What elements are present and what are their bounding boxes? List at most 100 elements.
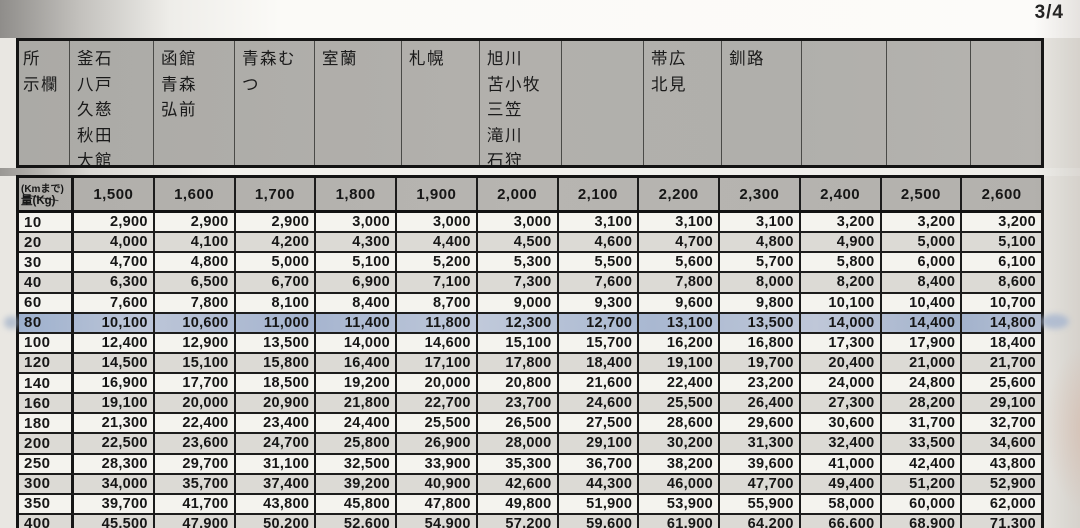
rate-cell: 14,800: [960, 313, 1041, 332]
destination-cell: 札幌: [401, 41, 479, 165]
rate-cell: 4,700: [71, 253, 153, 272]
rate-cell: 24,400: [314, 414, 395, 433]
destination-cell: 室蘭: [314, 41, 401, 165]
rate-cell: 25,800: [314, 434, 395, 453]
rate-row: 180 21,300 22,400 23,400 24,400 25,500 26,500 2…: [19, 414, 1041, 435]
rate-cell: 12,900: [152, 333, 234, 352]
rate-cell: 24,600: [556, 394, 638, 413]
rate-row: 350 39,700 41,700 43,800 45,800 47,800 49,800 5…: [19, 494, 1041, 515]
rate-cell: 22,400: [152, 414, 234, 433]
distance-label: 2,000: [475, 178, 557, 210]
weight-label: 10: [24, 213, 42, 231]
rate-cell: 9,800: [718, 293, 799, 312]
rate-cell: 8,700: [395, 293, 476, 312]
rate-cell: 23,600: [152, 434, 234, 453]
rate-row: 120 14,500 15,100 15,800 16,400 17,100 17,800 1…: [19, 353, 1041, 374]
rate-row: 20 4,000 4,100 4,200 4,300 4,400 4,500 4,600 4,7…: [19, 233, 1041, 254]
rate-cell: 4,600: [556, 233, 638, 252]
rate-cell: 4,300: [314, 233, 395, 252]
rate-cell: 25,600: [960, 374, 1041, 393]
rate-cell: 4,500: [475, 233, 557, 252]
distance-label: 2,600: [960, 178, 1041, 210]
rate-cell: 2,900: [152, 213, 234, 232]
rate-cell: 31,300: [718, 434, 799, 453]
weight-label: 80: [24, 314, 42, 332]
rate-cell: 68,900: [879, 514, 961, 528]
rate-cell: 4,800: [152, 253, 234, 272]
rate-cell: 15,800: [233, 353, 315, 372]
distance-label: 1,800: [314, 178, 395, 210]
rate-cell: 49,400: [798, 474, 880, 493]
rate-cell: 50,200: [233, 514, 315, 528]
rate-cell: 16,800: [718, 333, 799, 352]
header-corner-label: 所 示欄: [23, 50, 59, 94]
rate-cell: 23,200: [718, 374, 799, 393]
rate-cell: 17,700: [152, 374, 234, 393]
rate-cell: 14,400: [879, 313, 961, 332]
page-number: 3/4: [1034, 2, 1064, 23]
rate-cell: 42,600: [475, 474, 557, 493]
rate-cell: 39,200: [314, 474, 395, 493]
rate-row: 160 19,100 20,000 20,900 21,800 22,700 23,700 2…: [19, 394, 1041, 415]
destination-cell: 帯広 北見: [643, 41, 721, 165]
rate-row: 30 4,700 4,800 5,000 5,100 5,200 5,300 5,500 5,6…: [19, 253, 1041, 274]
rate-cell: 32,400: [798, 434, 880, 453]
rate-cell: 8,200: [798, 273, 880, 292]
rate-row: 100 12,400 12,900 13,500 14,000 14,600 15,100 1…: [19, 333, 1041, 354]
rate-cell: 61,900: [637, 514, 718, 528]
weight-label: 140: [24, 374, 51, 392]
weight-label: 40: [24, 273, 42, 291]
rate-cell: 5,200: [395, 253, 476, 272]
destination-cell: 釜石 八戸 久慈 秋田 大館: [69, 41, 153, 165]
rate-cell: 20,000: [395, 374, 476, 393]
rate-cell: 5,100: [960, 233, 1041, 252]
rate-cell: 18,500: [233, 374, 315, 393]
distance-label: 2,400: [798, 178, 880, 210]
rate-cell: 7,600: [71, 293, 153, 312]
rate-cell: 5,500: [556, 253, 638, 272]
destination-cell: [561, 41, 643, 165]
destination-cell: [801, 41, 886, 165]
rate-cell: 15,700: [556, 333, 638, 352]
km-kg-corner-cell: (Kmまで) 量(Kg): [19, 178, 71, 210]
distance-header-row: (Kmまで) 量(Kg) 1,500 1,600 1,700 1,800 1,900 2,00…: [19, 178, 1041, 213]
rate-cell: 29,600: [718, 414, 799, 433]
rate-cell: 6,000: [879, 253, 961, 272]
rate-cell: 64,200: [718, 514, 799, 528]
rate-cell: 10,700: [960, 293, 1041, 312]
weight-label: 160: [24, 394, 51, 412]
destination-cell: [886, 41, 970, 165]
rate-cell: 6,100: [960, 253, 1041, 272]
rate-cell: 20,800: [475, 374, 557, 393]
rate-cell: 47,700: [718, 474, 799, 493]
rate-cell: 45,800: [314, 494, 395, 513]
rate-cell: 32,700: [960, 414, 1041, 433]
rate-cell: 14,000: [798, 313, 880, 332]
rate-cell: 19,200: [314, 374, 395, 393]
rate-cell: 35,300: [475, 454, 557, 473]
rate-cell: 10,600: [152, 313, 234, 332]
rate-row: 200 22,500 23,600 24,700 25,800 26,900 28,000 2…: [19, 434, 1041, 455]
rate-cell: 23,700: [475, 394, 557, 413]
rate-cell: 18,400: [556, 353, 638, 372]
rate-cell: 49,800: [475, 494, 557, 513]
rate-cell: 3,200: [879, 213, 961, 232]
rate-cell: 33,500: [879, 434, 961, 453]
weight-label: 100: [24, 334, 51, 352]
rate-cell: 51,200: [879, 474, 961, 493]
destination-cell: 函館 青森 弘前: [153, 41, 234, 165]
rate-cell: 13,500: [233, 333, 315, 352]
rate-cell: 53,900: [637, 494, 718, 513]
rate-cell: 3,200: [798, 213, 880, 232]
rate-cell: 17,100: [395, 353, 476, 372]
rate-cell: 9,300: [556, 293, 638, 312]
weight-label: 20: [24, 233, 42, 251]
rate-cell: 11,800: [395, 313, 476, 332]
rate-cell: 41,700: [152, 494, 234, 513]
rate-cell: 57,200: [475, 514, 557, 528]
rate-cell: 29,100: [556, 434, 638, 453]
rate-cell: 59,600: [556, 514, 638, 528]
rate-cell: 43,800: [233, 494, 315, 513]
rate-cell: 24,800: [879, 374, 961, 393]
rate-cell: 5,000: [879, 233, 961, 252]
